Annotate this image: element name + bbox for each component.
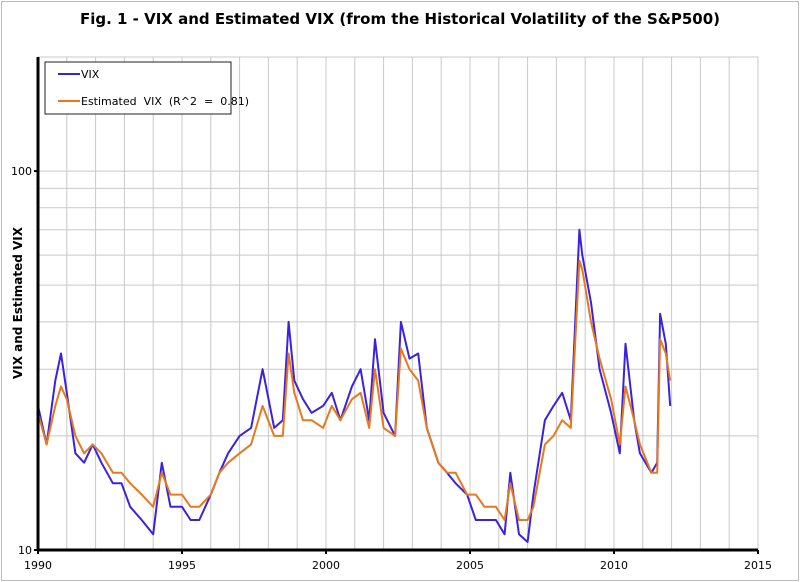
series-lines	[37, 228, 672, 543]
series-line-1	[37, 259, 672, 521]
chart-title: Fig. 1 - VIX and Estimated VIX (from the…	[79, 10, 721, 28]
y-tick-label: 10	[18, 544, 32, 557]
x-tick-label: 2010	[600, 559, 628, 572]
grid	[37, 56, 759, 550]
legend-label-vix: VIX	[81, 68, 100, 81]
x-tick-label: 1990	[24, 559, 52, 572]
x-tick-label: 2000	[312, 559, 340, 572]
x-tick-label: 2005	[456, 559, 484, 572]
y-tick-label: 100	[11, 165, 32, 178]
x-tick-label: 1995	[168, 559, 196, 572]
x-tick-label: 2015	[744, 559, 772, 572]
legend-label-estimated: Estimated VIX (R^2 = 0.81)	[81, 95, 249, 108]
series-line-0	[37, 228, 672, 543]
axes: 1990 1995 2000 2005 2010 2015 10 100	[11, 57, 772, 572]
legend: VIX Estimated VIX (R^2 = 0.81)	[44, 61, 249, 115]
y-axis-label: VIX and Estimated VIX	[11, 226, 25, 379]
